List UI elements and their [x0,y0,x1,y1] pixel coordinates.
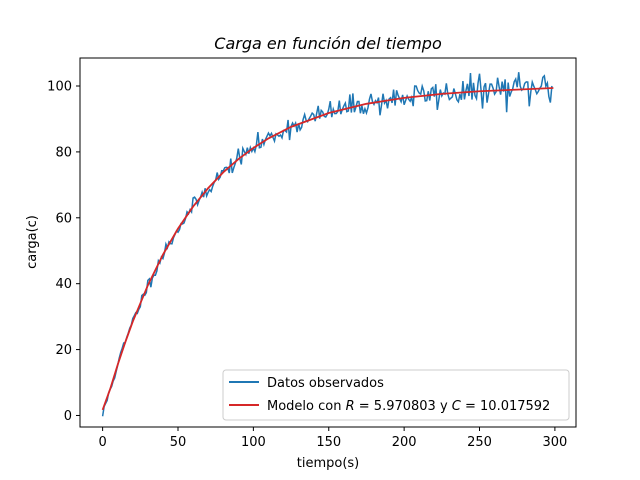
y-tick-label: 0 [64,409,72,424]
chart-title: Carga en función del tiempo [214,34,442,53]
x-tick-label: 300 [542,435,567,450]
y-tick-label: 80 [55,145,72,160]
x-axis-ticks: 0 50 100 150 200 250 300 [98,427,567,450]
axes-frame [79,57,577,428]
x-tick-label: 150 [316,435,341,450]
y-axis-label: carga(c) [25,215,40,269]
y-tick-label: 100 [47,80,72,95]
legend-box [222,369,570,421]
x-tick-label: 0 [98,435,106,450]
y-tick-label: 40 [55,277,72,292]
x-tick-label: 50 [170,435,187,450]
x-axis-label: tiempo(s) [297,456,360,471]
y-axis-ticks: 0 20 40 60 80 100 [47,80,80,424]
legend-model-label: Modelo con R = 5.970803 y C = 10.017592 [267,399,550,414]
model-fit-line [101,87,554,411]
x-tick-label: 100 [241,435,266,450]
x-tick-label: 200 [392,435,417,450]
plot-area [79,57,577,428]
legend: Datos observados Modelo con R = 5.970803… [222,369,570,421]
x-tick-label: 250 [467,435,492,450]
y-tick-label: 20 [55,343,72,358]
y-tick-label: 60 [55,211,72,226]
legend-observed-label: Datos observados [267,376,384,391]
